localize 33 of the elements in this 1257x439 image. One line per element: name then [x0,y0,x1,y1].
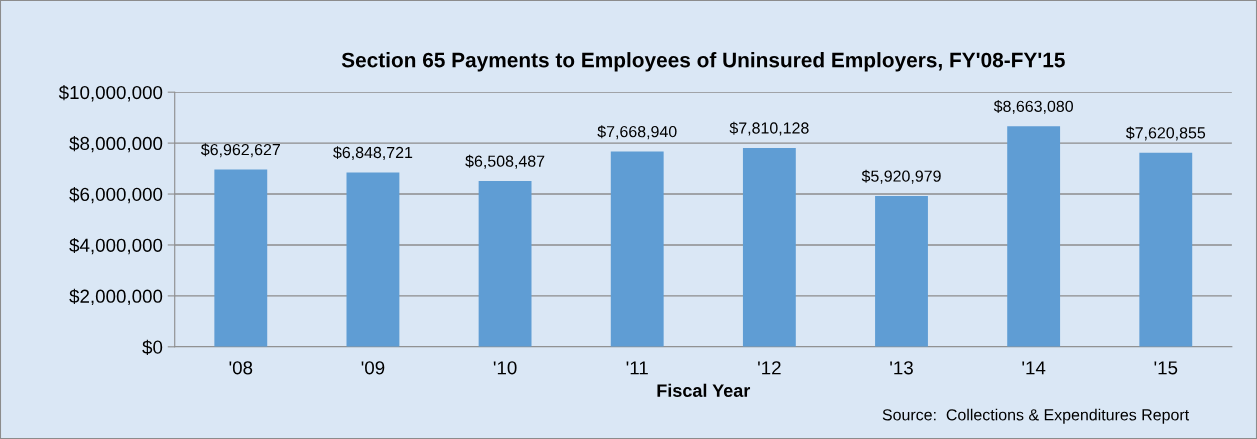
y-tick-label: $8,000,000 [69,136,163,153]
y-tick-label: $0 [142,339,163,355]
data-label: $6,848,721 [333,146,413,161]
bar [1139,152,1193,347]
data-label: $8,663,080 [993,99,1073,114]
bar [214,169,268,347]
x-tick-label: '08 [229,361,253,375]
bar [346,172,400,347]
data-label: $5,920,979 [861,169,941,184]
source-note: Source: Collections & Expenditures Report [882,408,1190,424]
y-tick-label: $6,000,000 [69,186,163,204]
x-tick-label: '10 [493,361,517,375]
bar [875,196,928,347]
data-label: $7,810,128 [729,121,809,136]
bar [478,181,532,347]
x-tick-label: '12 [758,361,781,375]
bar [742,147,796,347]
data-label: $6,962,627 [201,143,280,158]
x-tick-label: '15 [1154,361,1178,375]
chart-title: Section 65 Payments to Employees of Uninsured Employers, FY'08-FY'15 [341,52,1065,72]
x-axis-title: Fiscal Year [657,383,751,397]
data-label: $6,508,487 [465,154,545,169]
x-tick-label: '11 [626,361,648,375]
x-tick-label: '14 [1022,361,1046,375]
y-tick-label: $4,000,000 [69,237,163,255]
y-tick-label: $10,000,000 [58,85,163,102]
bar [1007,126,1061,347]
x-tick-label: '13 [890,361,913,375]
data-label: $7,620,855 [1126,126,1206,141]
x-tick-label: '09 [361,361,385,375]
bar [610,151,664,347]
y-tick-label: $2,000,000 [69,288,163,306]
data-label: $7,668,940 [597,125,677,140]
